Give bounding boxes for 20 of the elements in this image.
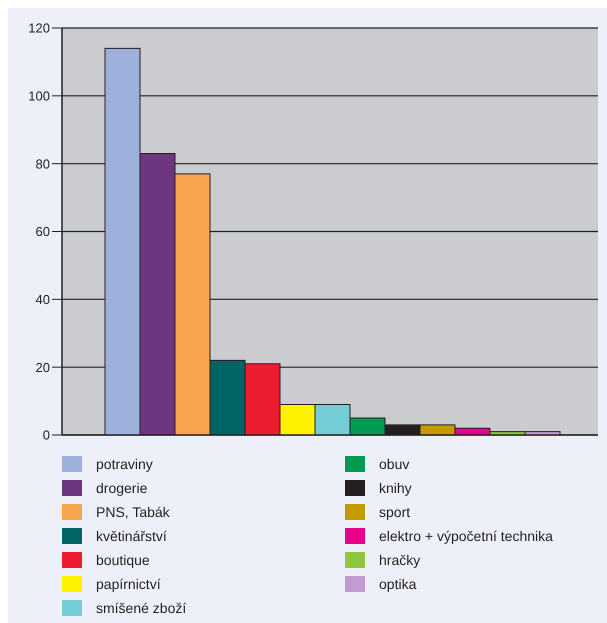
y-tick-label: 40 xyxy=(36,292,50,307)
legend-label: PNS, Tabák xyxy=(96,504,170,520)
legend-label: optika xyxy=(379,576,416,592)
legend-label: hračky xyxy=(379,552,420,568)
legend-label: obuv xyxy=(379,456,410,472)
y-tick-label: 0 xyxy=(42,428,50,443)
y-tick-label: 60 xyxy=(36,224,50,240)
y-tick-label: 100 xyxy=(28,88,50,104)
y-tick-label: 20 xyxy=(36,360,50,375)
legend-label: květinářství xyxy=(96,528,167,544)
legend-label: potraviny xyxy=(96,456,153,472)
legend-label: papírnictví xyxy=(96,576,161,592)
legend-label: boutique xyxy=(96,552,150,568)
y-tick-label: 120 xyxy=(28,20,50,36)
legend-label: drogerie xyxy=(96,480,148,496)
legend-label: elektro + výpočetní technika xyxy=(379,528,553,544)
legend-label: sport xyxy=(379,504,410,520)
y-tick-label: 80 xyxy=(36,156,50,172)
legend-label: knihy xyxy=(379,480,412,496)
legend-label: smíšené zboží xyxy=(96,600,186,616)
